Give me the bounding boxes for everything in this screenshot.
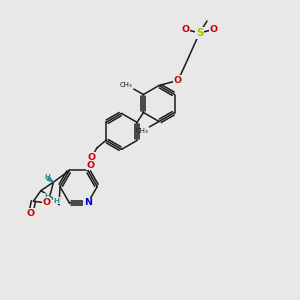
Polygon shape xyxy=(47,177,53,182)
Text: O: O xyxy=(181,25,190,34)
Text: O: O xyxy=(87,153,96,162)
Text: N: N xyxy=(84,198,92,207)
Text: S: S xyxy=(196,28,203,38)
Text: O: O xyxy=(27,209,35,218)
Text: O: O xyxy=(43,198,51,207)
Text: O: O xyxy=(174,76,182,85)
Text: O: O xyxy=(209,25,218,34)
Text: O: O xyxy=(86,160,94,169)
Text: H: H xyxy=(53,198,59,204)
Text: H: H xyxy=(44,174,50,180)
Text: H: H xyxy=(44,193,50,199)
Text: CH₃: CH₃ xyxy=(120,82,132,88)
Text: CH₃: CH₃ xyxy=(135,128,148,134)
